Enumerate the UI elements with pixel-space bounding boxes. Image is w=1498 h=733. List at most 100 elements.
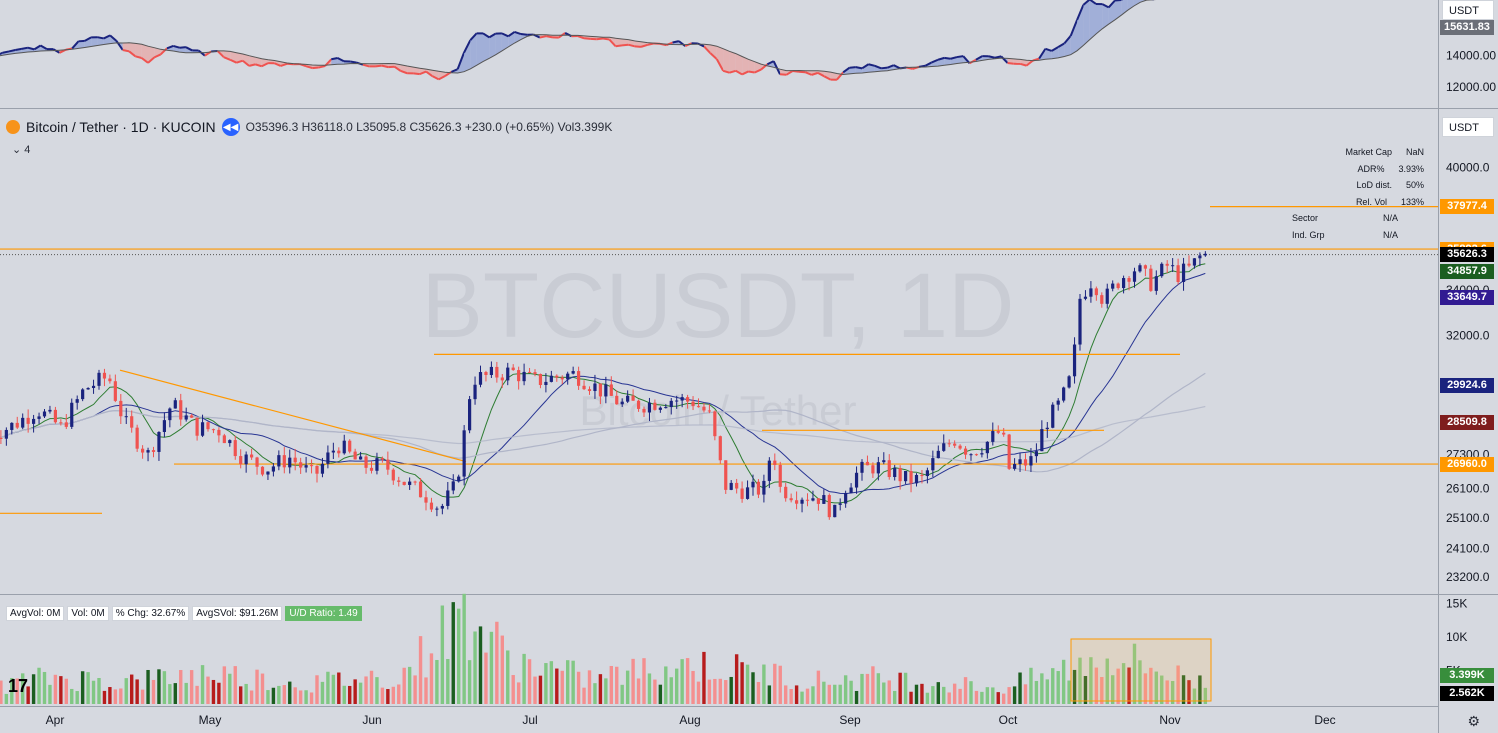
volume-bar	[1181, 675, 1186, 704]
volume-bar	[70, 688, 74, 704]
currency-button-main[interactable]: USDT	[1442, 117, 1494, 137]
volume-bar	[893, 690, 897, 704]
volume-bar	[140, 689, 145, 704]
gear-icon[interactable]: ⚙	[1467, 713, 1480, 729]
candle-body	[865, 461, 870, 466]
volume-bar	[271, 687, 276, 704]
top-main-line	[741, 70, 749, 76]
volume-bar	[882, 682, 886, 704]
price-axis-label: 40000.0	[1446, 161, 1490, 175]
candle-body	[48, 409, 52, 412]
symbol-title[interactable]: Bitcoin / Tether · 1D · KUCOIN	[26, 119, 216, 135]
top-fill	[1096, 3, 1103, 35]
top-fill	[824, 71, 831, 80]
volume-bar	[920, 683, 924, 704]
candle-body	[925, 470, 929, 477]
candle-body	[228, 440, 232, 444]
indicator-toggle[interactable]: ⌄ 4	[12, 144, 31, 156]
top-main-line	[400, 70, 408, 75]
candle-body	[969, 454, 973, 456]
candle-body	[353, 451, 357, 460]
volume-bar	[1111, 675, 1115, 704]
indicator-count: 4	[24, 144, 31, 156]
top-main-line	[362, 63, 370, 68]
candle-body	[1002, 432, 1006, 435]
price-tag: 29924.6	[1440, 378, 1494, 394]
top-main-line	[507, 31, 516, 38]
candle-body	[1203, 253, 1207, 256]
info-row: LoD dist. 50%	[1292, 177, 1424, 194]
candle-body	[200, 422, 205, 436]
volume-bar	[282, 685, 286, 704]
tradingview-logo[interactable]: 17	[8, 676, 29, 696]
top-main-line	[545, 35, 553, 39]
candle-body	[1122, 278, 1126, 289]
candle-body	[348, 440, 352, 452]
top-main-line	[1107, 0, 1116, 9]
top-fill	[501, 33, 509, 51]
info-row: Market Cap NaN	[1292, 144, 1424, 161]
candle-body	[64, 422, 68, 427]
candle-body	[146, 450, 150, 453]
top-main-line	[861, 63, 870, 70]
volume-bar	[555, 668, 559, 704]
top-main-line	[21, 46, 29, 50]
top-fill	[1064, 35, 1071, 57]
candle-body	[511, 367, 515, 371]
top-main-line	[1082, 0, 1091, 6]
candle-body	[664, 407, 668, 409]
candle-body	[784, 486, 788, 499]
volume-bar	[102, 690, 107, 704]
candle-body	[1062, 387, 1066, 401]
top-main-line	[1089, 0, 1097, 5]
candle-body	[609, 384, 613, 396]
volume-bar	[609, 665, 613, 704]
top-fill	[413, 67, 420, 75]
info-label: Rel. Vol	[1355, 196, 1387, 207]
volume-bar	[206, 676, 210, 704]
candle-body	[70, 402, 74, 427]
candle-body	[527, 371, 532, 373]
candle-body	[1018, 459, 1022, 465]
volume-bar	[538, 675, 543, 704]
currency-button-top[interactable]: USDT	[1442, 0, 1494, 20]
volume-bar	[669, 677, 673, 704]
volume-bar	[947, 692, 951, 704]
volume-bar	[707, 679, 712, 704]
volume-bar	[1176, 665, 1180, 704]
replay-icon[interactable]: ◀◀	[221, 118, 240, 136]
top-fill	[622, 39, 629, 46]
volume-bar	[1143, 673, 1148, 704]
candle-body	[337, 450, 341, 454]
volume-bar	[326, 671, 330, 704]
volume-bar	[369, 670, 374, 704]
top-main-line	[59, 48, 67, 54]
candle-body	[81, 389, 85, 400]
volume-bar	[647, 673, 652, 704]
volume-bar	[1040, 673, 1044, 704]
top-main-line	[785, 70, 794, 76]
volume-bar	[478, 626, 483, 704]
volume-bars	[0, 593, 1212, 704]
candle-body	[119, 400, 123, 417]
top-main-line	[229, 58, 237, 64]
candle-body	[1149, 268, 1153, 291]
top-main-line	[286, 62, 294, 66]
volume-bar	[53, 674, 58, 704]
info-value: 3.93%	[1398, 163, 1424, 174]
volume-bar	[1083, 676, 1088, 704]
top-fill	[489, 33, 496, 59]
top-main-line	[754, 68, 762, 74]
candle-body	[331, 450, 335, 453]
top-fill	[1070, 20, 1077, 55]
ma-medium-line	[0, 272, 1206, 495]
volume-bar	[309, 692, 314, 704]
candle-body	[577, 371, 581, 386]
candle-body	[778, 464, 782, 487]
candle-body	[680, 397, 684, 401]
volume-bar	[200, 665, 205, 704]
info-label: Sector	[1292, 213, 1319, 223]
candle-body	[735, 482, 739, 489]
top-main-line	[223, 56, 231, 61]
